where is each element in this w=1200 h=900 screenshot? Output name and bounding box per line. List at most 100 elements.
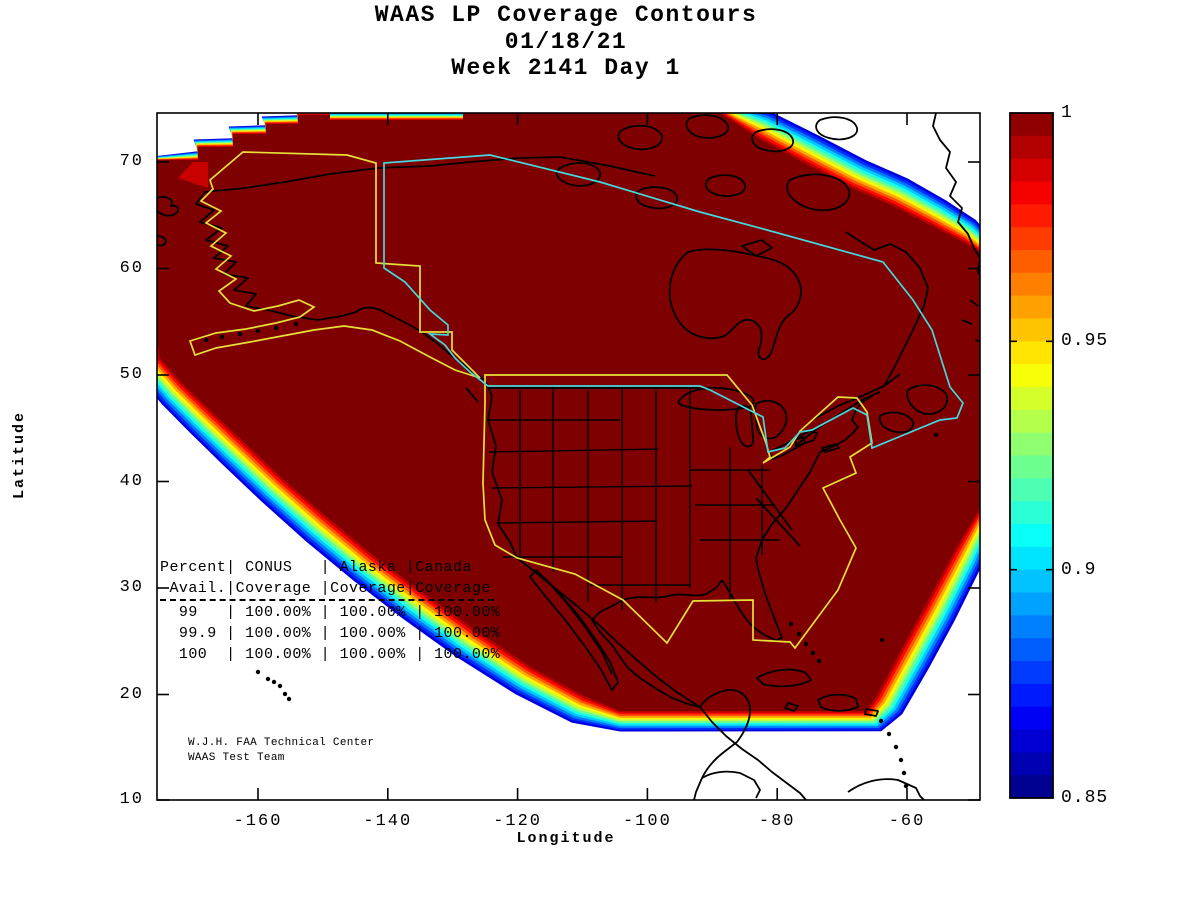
coastline-path — [811, 373, 901, 421]
canada-boundary-outline — [383, 154, 964, 454]
coastline-path — [821, 443, 840, 453]
y-tick-label-10: 10 — [119, 790, 144, 809]
island-dot — [286, 696, 292, 702]
coverage-region-availability-1 — [157, 113, 980, 711]
colorbar-band — [1010, 775, 1053, 799]
credit-line-1: W.J.H. FAA Technical Center — [188, 737, 375, 749]
colorbar-label-1: 1 — [1061, 103, 1073, 123]
coastline-path — [355, 306, 807, 800]
colorbar-band — [1010, 729, 1053, 753]
figure-title: WAAS LP Coverage Contours 01/18/21 Week … — [166, 2, 966, 82]
coastline-path — [878, 411, 914, 434]
title-line-2: 01/18/21 — [504, 28, 628, 55]
colorbar-band — [1010, 250, 1053, 274]
colorbar-band — [1010, 341, 1053, 365]
availability-table-rows: 99 | 100.00% | 100.00% | 100.00% 99.9 | … — [160, 602, 500, 665]
colorbar-band — [1010, 432, 1053, 456]
coastline-path — [751, 128, 794, 153]
colorbar-label-0.95: 0.95 — [1061, 331, 1109, 352]
coastlines-layer — [157, 113, 980, 800]
island-dot — [898, 757, 904, 763]
title-line-1: WAAS LP Coverage Contours — [374, 2, 758, 28]
colorbar-band — [1010, 752, 1053, 776]
colorbar-band — [1010, 683, 1053, 708]
coastline-path — [704, 174, 746, 197]
island-dot — [255, 669, 261, 675]
colorbar-band — [1010, 569, 1053, 593]
colorbar-band — [1010, 272, 1053, 297]
coastline-path — [847, 778, 925, 800]
colorbar-band — [1010, 546, 1053, 571]
plot-border — [156, 112, 981, 801]
y-tick-label-40: 40 — [119, 471, 144, 491]
alaska-boundary-outline — [188, 151, 481, 379]
table-row-100: 100 | 100.00% | 100.00% | 100.00% — [160, 646, 501, 663]
colorbar-band — [1010, 455, 1053, 479]
coastline-path — [756, 668, 812, 688]
colorbar-band — [1010, 524, 1053, 548]
coastline-path — [635, 186, 678, 210]
table-row-99-9: 99.9 | 100.00% | 100.00% | 100.00% — [160, 625, 501, 642]
table-separator-dashed-line — [160, 599, 494, 601]
coastline-path — [754, 400, 788, 440]
coastline-path — [817, 693, 859, 712]
island-dot — [901, 770, 907, 776]
colorbar-border — [1009, 112, 1054, 799]
island-dot — [810, 650, 816, 656]
y-tick-label-70: 70 — [119, 152, 144, 171]
y-tick-label-30: 30 — [119, 578, 144, 597]
island-dot — [893, 744, 899, 750]
island-dot — [796, 631, 802, 637]
coastline-path — [747, 469, 801, 547]
credit-text: W.J.H. FAA Technical Center WAAS Test Te… — [188, 736, 374, 766]
state-borders-layer — [487, 386, 780, 610]
coastline-path — [591, 599, 701, 708]
coastline-path — [721, 395, 873, 641]
island-dot — [886, 731, 892, 737]
island-dot — [282, 691, 288, 697]
y-tick-label-20: 20 — [119, 684, 144, 704]
x-tick-label--60: -60 — [888, 812, 926, 831]
y-axis-label: Latitude — [11, 411, 28, 500]
coastline-path — [555, 162, 601, 187]
colorbar-band — [1010, 592, 1053, 616]
colorbar-band — [1010, 295, 1053, 319]
colorbar-band — [1010, 318, 1053, 342]
island-dot — [878, 718, 884, 724]
conus-boundary-outline — [482, 374, 873, 650]
coastline-path — [906, 384, 948, 415]
table-row-99: 99 | 100.00% | 100.00% | 100.00% — [160, 604, 501, 621]
colorbar-band — [1010, 615, 1053, 639]
colorbar-band — [1010, 364, 1053, 388]
coastline-path — [786, 173, 851, 212]
colorbar-band — [1010, 158, 1053, 182]
coastline-path — [465, 387, 479, 403]
colorbar-band — [1010, 638, 1053, 662]
colorbar-band — [1010, 135, 1053, 160]
coastline-path — [544, 577, 613, 675]
table-header-line-2: Avail.|Coverage |Coverage|Coverage — [160, 580, 491, 597]
island-dot — [265, 676, 271, 682]
colorbar — [1009, 112, 1054, 799]
island-dot — [273, 325, 279, 331]
island-dot — [271, 679, 277, 685]
colorbar-band — [1010, 227, 1053, 251]
coastline-path — [529, 569, 619, 691]
coastline-path — [204, 156, 656, 193]
colorbar-band — [1010, 501, 1053, 525]
state-border-path — [488, 448, 659, 453]
coastline-path — [195, 191, 357, 321]
island-dot — [277, 683, 283, 689]
coastline-path — [693, 689, 751, 800]
coastline-path — [845, 231, 929, 387]
island-dot — [788, 621, 794, 627]
state-border-path — [491, 485, 693, 489]
coastline-path — [741, 239, 773, 257]
table-header-line-1: Percent| CONUS | Alaska |Canada — [160, 559, 472, 576]
x-tick-label--120: -120 — [493, 812, 542, 831]
island-dot — [933, 432, 939, 438]
x-axis-label: Longitude — [516, 830, 616, 847]
credit-line-2: WAAS Test Team — [188, 752, 285, 764]
island-dot — [237, 331, 243, 337]
